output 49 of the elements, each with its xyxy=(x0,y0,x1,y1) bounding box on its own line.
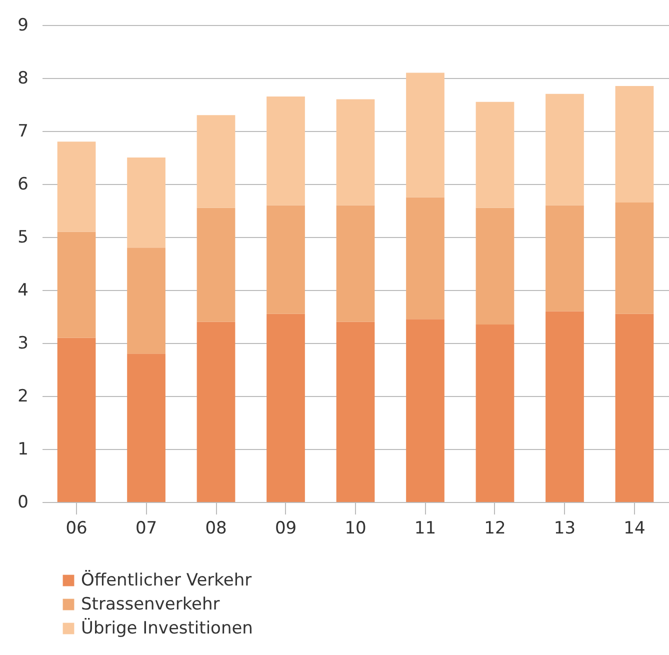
bar xyxy=(476,324,514,502)
bar xyxy=(196,208,236,322)
bar xyxy=(615,202,654,314)
bar xyxy=(336,205,375,322)
bar xyxy=(196,115,236,208)
bar xyxy=(266,96,305,206)
bar xyxy=(127,248,166,354)
y-tick-label: 4 xyxy=(18,280,28,300)
bar xyxy=(57,232,96,338)
y-tick-label: 7 xyxy=(18,122,28,142)
bar xyxy=(476,102,514,208)
legend-label: Strassenverkehr xyxy=(81,594,220,614)
x-tick-label: 14 xyxy=(624,518,646,538)
bar xyxy=(127,354,166,502)
x-tick-label: 13 xyxy=(554,518,576,538)
legend-label: Übrige Investitionen xyxy=(81,618,253,638)
x-tick-label: 08 xyxy=(205,518,227,538)
y-tick-label: 3 xyxy=(18,334,28,354)
x-tick-label: 10 xyxy=(344,518,366,538)
bar xyxy=(546,311,584,502)
bar xyxy=(406,319,444,502)
bar xyxy=(266,205,305,314)
y-tick-label: 0 xyxy=(18,492,28,512)
bar xyxy=(336,99,375,206)
bar xyxy=(336,322,375,502)
y-tick-label: 5 xyxy=(18,228,28,248)
y-tick-label: 1 xyxy=(18,440,28,460)
y-tick-label: 2 xyxy=(18,386,28,406)
bar xyxy=(57,338,96,502)
y-tick-label: 8 xyxy=(18,68,28,88)
x-tick-label: 11 xyxy=(414,518,436,538)
bar xyxy=(406,72,444,198)
bar xyxy=(476,208,514,324)
x-tick-label: 07 xyxy=(135,518,158,538)
x-tick-label: 12 xyxy=(484,518,506,538)
bar xyxy=(266,314,305,502)
bar xyxy=(57,142,96,232)
bar xyxy=(196,322,236,502)
y-tick-label: 6 xyxy=(18,174,28,194)
bar xyxy=(546,94,584,206)
x-tick-label: 06 xyxy=(66,518,88,538)
bar xyxy=(406,197,444,320)
x-tick-label: 09 xyxy=(274,518,297,538)
bar xyxy=(615,314,654,502)
bar xyxy=(546,205,584,312)
bar xyxy=(615,86,654,203)
y-tick-label: 9 xyxy=(18,16,28,36)
legend-label: Öffentlicher Verkehr xyxy=(81,570,252,590)
bar xyxy=(127,158,166,248)
